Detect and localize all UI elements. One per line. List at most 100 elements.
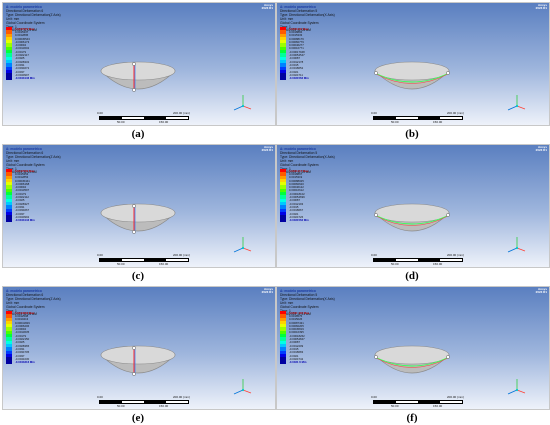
legend-row: 0.0015319	[280, 175, 309, 179]
legend-swatch	[280, 343, 286, 348]
probe-marker[interactable]	[132, 88, 136, 92]
legend-swatch	[6, 66, 12, 70]
probe-marker[interactable]	[446, 71, 450, 75]
scale-bar	[99, 258, 189, 262]
scale-label: 50.00	[391, 262, 399, 266]
legend-row: -0.00087	[280, 56, 309, 60]
probe-marker[interactable]	[374, 71, 378, 75]
probe-marker[interactable]	[374, 213, 378, 217]
result-info: A: modelo parametrico Directional Deforma…	[6, 147, 61, 175]
legend-value: -0.0040997	[15, 72, 30, 77]
info-line: Global Coordinate System	[280, 162, 319, 167]
legend-row: 0.00046277	[280, 43, 309, 47]
legend-value: -0.0024711	[289, 72, 303, 77]
probe-marker[interactable]	[374, 355, 378, 359]
legend-swatch	[280, 334, 286, 338]
legend-value: 0.00088025	[289, 178, 304, 183]
axis-z	[233, 105, 244, 111]
viewport-panel-f[interactable]: A: modelo parametrico Directional Deforma…	[276, 286, 550, 410]
legend-row: -0.0006168	[6, 182, 35, 186]
info-line: 11/16/2023 11:20 AM	[280, 170, 311, 175]
legend-swatch	[280, 63, 286, 67]
probe-marker[interactable]	[132, 372, 136, 376]
viewport-panel-c[interactable]: A: modelo parametrico Directional Deforma…	[2, 144, 276, 268]
legend-swatch	[280, 340, 286, 344]
dish-model[interactable]	[277, 287, 549, 409]
legend-row: 0.0012895	[6, 33, 35, 38]
legend-swatch	[6, 327, 12, 331]
triad-origin	[241, 104, 245, 108]
legend-swatch	[280, 357, 286, 361]
legend-row: -0.0013602	[6, 46, 35, 50]
axis-x	[516, 247, 526, 252]
dish-model[interactable]	[3, 3, 275, 125]
dish-model[interactable]	[277, 145, 549, 267]
legend-row: -0.0040997	[6, 72, 35, 77]
info-line: Global Coordinate System	[6, 162, 45, 167]
legend-value: -0.0028327	[15, 201, 30, 206]
deformation-path	[375, 357, 449, 368]
legend-swatch	[6, 175, 12, 179]
color-legend: 0.0017909 Max 0.0015353 0.0012853 0.0004544…	[6, 169, 35, 222]
dish-model[interactable]	[3, 145, 275, 267]
legend-value: 0.00016771	[289, 46, 304, 51]
legend-row: -0.0028365	[6, 344, 35, 348]
ansys-logo: Ansys 2023 R1	[535, 145, 547, 153]
legend-value: -0.00054847	[289, 337, 305, 342]
viewport-panel-e[interactable]: A: modelo parametrico Directional Deforma…	[2, 286, 276, 410]
legend-row: -0.00094	[6, 185, 35, 189]
legend-swatch	[280, 178, 286, 183]
logo-text: Ansys	[537, 145, 547, 149]
model-title: A: modelo parametrico	[6, 289, 42, 293]
scale-bar	[99, 116, 189, 120]
legend-swatch	[6, 215, 12, 219]
legend-value: -0.00179	[15, 333, 27, 338]
legend-row: -0.0012178	[280, 60, 309, 64]
legend-value: -0.00054547	[289, 53, 305, 58]
probe-marker[interactable]	[132, 346, 136, 350]
info-line: 11/16/2023 11:26 AM	[6, 312, 37, 317]
probe-marker[interactable]	[132, 204, 136, 208]
probe-marker[interactable]	[132, 62, 136, 66]
legend-swatch	[280, 347, 286, 351]
probe-marker[interactable]	[446, 355, 450, 359]
dish-model[interactable]	[3, 287, 275, 409]
legend-swatch	[6, 347, 12, 351]
legend-swatch	[6, 201, 12, 206]
legend-row: 0.00088176	[280, 37, 309, 41]
result-info: A: modelo parametrico Directional Deforma…	[280, 289, 335, 317]
legend-value: -0.0037	[15, 69, 25, 74]
logo-version: 2023 R1	[535, 148, 547, 153]
legend-value: 0.00045441	[15, 178, 30, 183]
legend-row: 0.00087431	[280, 321, 309, 325]
legend-value: -0.0034672	[15, 66, 30, 71]
legend-value: -0.0022150	[15, 337, 30, 342]
scale-label: 150.00	[159, 262, 169, 266]
scale-label: 200.00 (mm)	[447, 111, 465, 115]
legend-swatch	[6, 357, 12, 361]
viewport-panel-b[interactable]: A: modelo parametrico Directional Deforma…	[276, 2, 550, 126]
legend-value: -0.0037	[15, 353, 25, 358]
legend-value: 0.0012895	[15, 33, 29, 38]
ansys-logo: Ansys 2023 R1	[262, 287, 273, 295]
legend-value: 0.0012853	[15, 175, 29, 180]
legend-row: -0.00054547	[280, 53, 309, 58]
scale-label: 50.00	[117, 262, 125, 266]
legend-swatch	[6, 40, 12, 44]
legend-row: -0.00017948	[280, 50, 309, 54]
legend-row: -0.0021	[280, 70, 309, 74]
legend-row: 0.0015026	[280, 317, 309, 321]
dish-model[interactable]	[277, 3, 549, 125]
legend-swatch	[280, 211, 286, 216]
viewport-panel-d[interactable]: A: modelo parametrico Directional Deforma…	[276, 144, 550, 268]
info-line: Global Coordinate System	[280, 304, 319, 309]
legend-row: -0.00054699	[280, 195, 309, 199]
result-info: A: modelo parametrico Directional Deforma…	[280, 5, 335, 33]
logo-version: 2023 R1	[535, 290, 547, 295]
viewport-panel-a[interactable]: A: modelo parametrico Directional Deforma…	[2, 2, 276, 126]
info-line: Unit: mm	[6, 16, 20, 21]
probe-marker[interactable]	[446, 213, 450, 217]
probe-marker[interactable]	[132, 230, 136, 234]
legend-row: -0.0025	[6, 340, 35, 344]
legend-swatch	[6, 43, 12, 47]
